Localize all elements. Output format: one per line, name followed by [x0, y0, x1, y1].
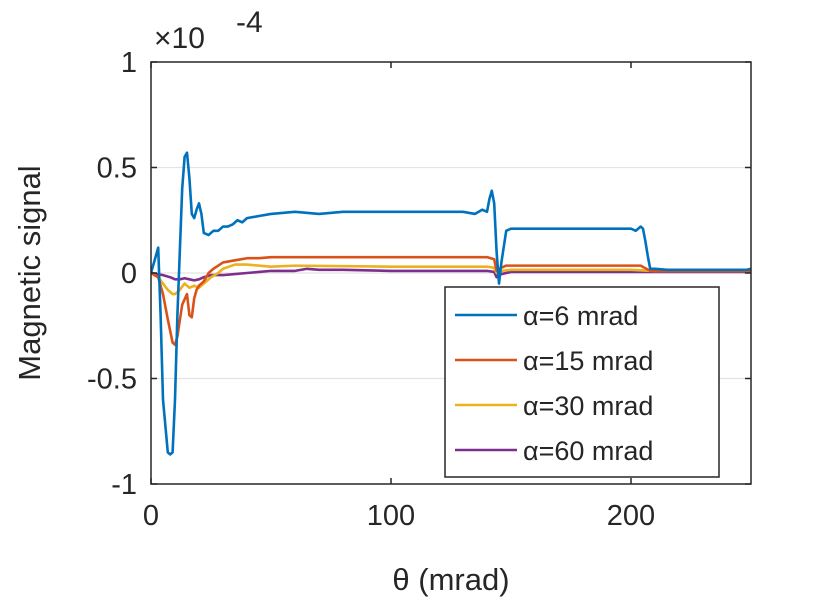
legend-box — [444, 286, 720, 478]
legend-label: α=60 mrad — [523, 436, 653, 466]
y-tick-label: 1 — [121, 47, 137, 79]
y-tick-label: -1 — [111, 469, 137, 501]
x-tick-label: 100 — [367, 500, 415, 532]
y-tick-label: 0 — [121, 258, 137, 290]
y-tick-label: 0.5 — [97, 153, 137, 185]
legend-label: α=30 mrad — [523, 391, 653, 421]
x-tick-label: 0 — [143, 500, 159, 532]
x-axis-title: θ (mrad) — [392, 562, 509, 597]
axis-ticks: -1 -0.5 0 0.5 1 0 100 200 — [87, 47, 751, 532]
legend-label: α=6 mrad — [523, 301, 638, 331]
legend-label: α=15 mrad — [523, 346, 653, 376]
y-tick-label: -0.5 — [87, 364, 137, 396]
y-axis-multiplier-exponent: -4 — [236, 6, 263, 39]
series-line-0 — [151, 151, 751, 456]
y-axis-title: Magnetic signal — [12, 165, 47, 380]
legend: α=6 mrad α=15 mrad α=30 mrad α=60 mrad — [444, 286, 720, 478]
series-lines — [151, 151, 751, 456]
series-line-3 — [151, 267, 751, 282]
y-axis-multiplier: ×10 — [154, 22, 205, 55]
x-tick-label: 200 — [607, 500, 655, 532]
